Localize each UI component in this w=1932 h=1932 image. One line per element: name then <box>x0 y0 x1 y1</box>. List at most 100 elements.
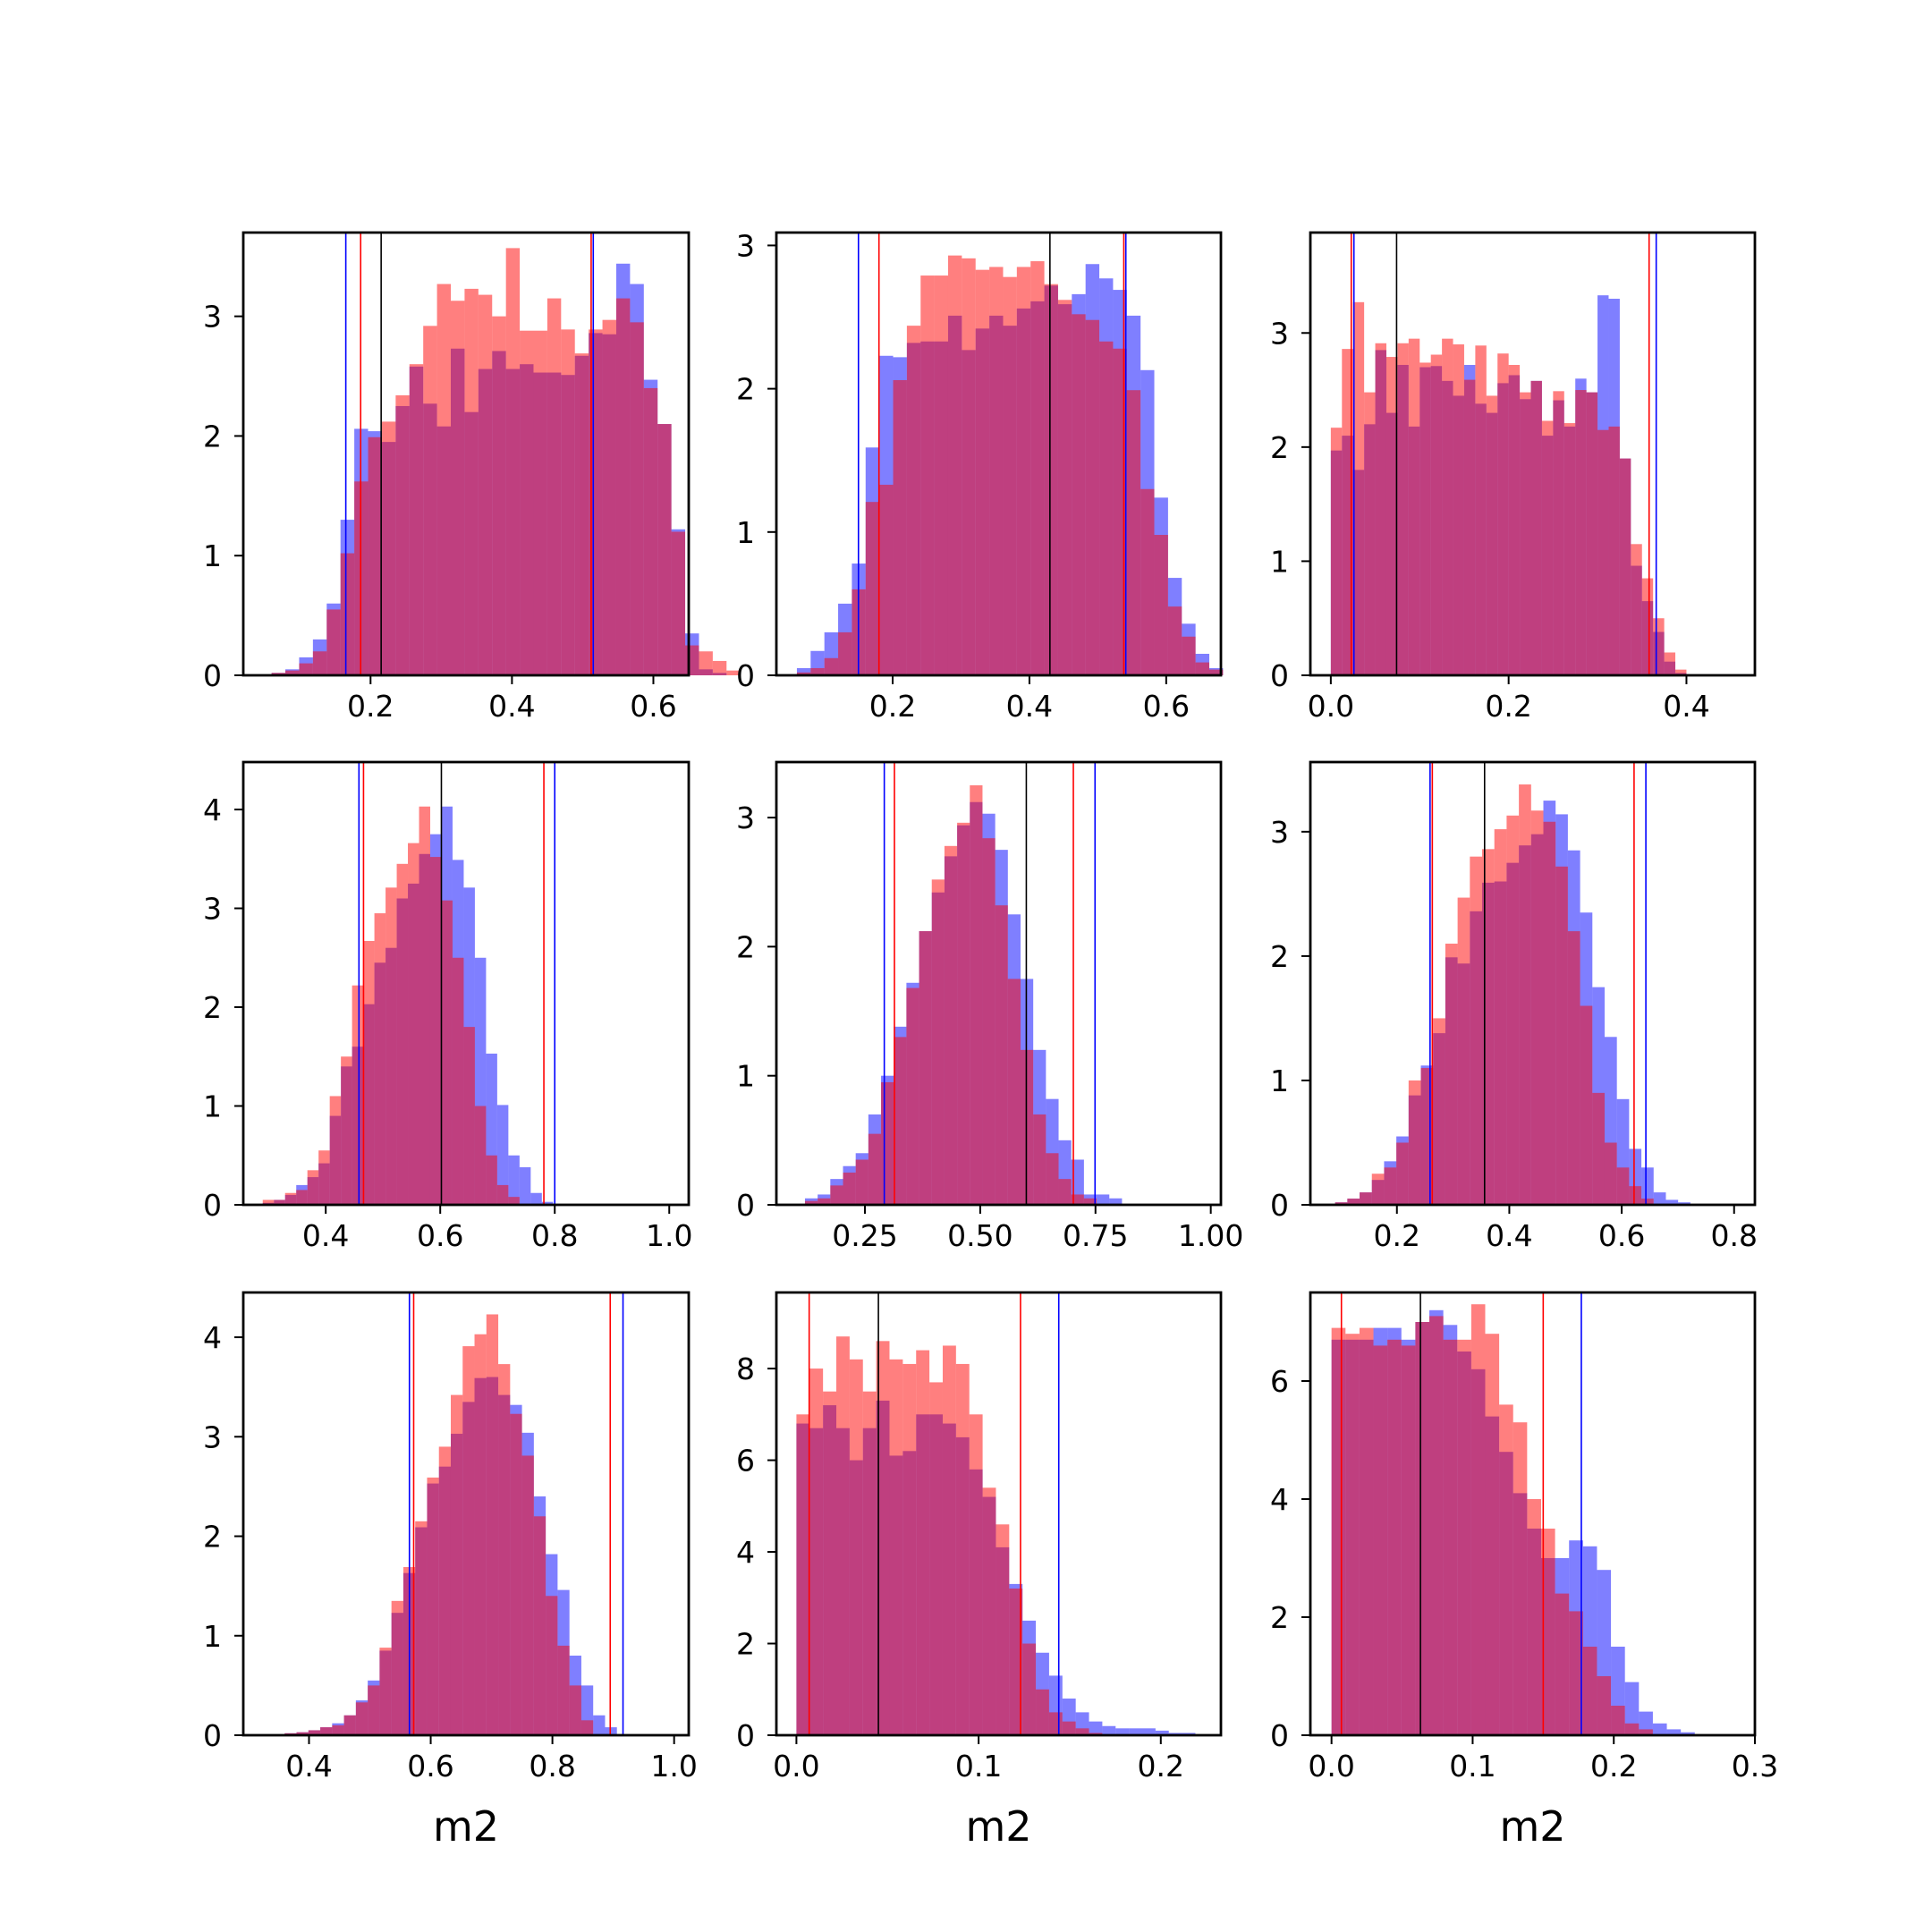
red-bar <box>931 879 945 1205</box>
x-tick-label: 0.4 <box>285 1749 332 1784</box>
red-bar <box>1209 669 1224 675</box>
x-tick-label: 1.0 <box>646 1218 692 1253</box>
axes-frame <box>775 1291 1223 1737</box>
red-bar <box>533 1516 547 1735</box>
red-bar <box>589 329 603 675</box>
red-bar <box>1555 1593 1570 1735</box>
x-tick-label: 0.6 <box>1143 689 1190 724</box>
red-bar <box>902 1363 917 1735</box>
x-tick-label: 0.6 <box>630 689 676 724</box>
series-red-bars <box>796 255 1224 675</box>
x-tick-label: 0.3 <box>1732 1749 1778 1784</box>
red-bar <box>1033 1114 1046 1205</box>
red-bar <box>1453 344 1464 675</box>
red-bar <box>1036 1689 1049 1735</box>
red-bar <box>332 1724 344 1735</box>
x-tick-label: 0.6 <box>1598 1218 1645 1253</box>
red-bar <box>1641 578 1654 675</box>
x-axis-label: m2 <box>433 1802 499 1851</box>
x-tick-label: 0.75 <box>1063 1218 1128 1253</box>
red-bar <box>343 1715 356 1735</box>
axes-frame <box>775 231 1223 677</box>
x-tick-label: 1.00 <box>1178 1218 1243 1253</box>
blue-bar <box>1653 1192 1666 1205</box>
red-bar <box>438 1446 451 1735</box>
red-bar <box>320 1727 333 1735</box>
y-tick-label: 6 <box>736 1444 755 1479</box>
red-bar <box>391 1600 403 1735</box>
axes-frame <box>1309 760 1757 1207</box>
red-bar <box>865 502 880 675</box>
red-bar <box>1030 261 1045 675</box>
red-bar <box>561 329 575 675</box>
red-bar <box>505 248 521 675</box>
red-bar <box>1520 392 1531 675</box>
red-bar <box>1586 392 1598 675</box>
red-bar <box>363 940 375 1205</box>
red-bar <box>326 609 341 675</box>
red-bar <box>1664 652 1676 675</box>
y-tick-label: 2 <box>736 372 755 407</box>
red-bar <box>868 1133 882 1205</box>
red-bar <box>804 1200 818 1205</box>
red-bar <box>419 806 430 1205</box>
red-bar <box>876 1341 890 1735</box>
y-tick-label: 2 <box>203 990 222 1025</box>
blue-bar <box>605 1727 617 1735</box>
red-bar <box>1433 1018 1445 1205</box>
red-bar <box>580 1720 594 1735</box>
blue-bar <box>593 1715 606 1735</box>
red-bar <box>1567 931 1580 1205</box>
subplot-1: 0.2 0.4 0.6 0 1 2 3 <box>203 231 741 724</box>
red-bar <box>996 1524 1010 1735</box>
y-tick-label: 4 <box>203 1320 222 1355</box>
red-bar <box>1072 314 1086 675</box>
red-bar <box>492 316 506 675</box>
axes-frame <box>242 231 691 677</box>
red-bar <box>352 985 364 1205</box>
red-bar <box>1364 392 1376 675</box>
red-bar <box>1075 1728 1089 1735</box>
y-tick-label: 2 <box>736 929 755 964</box>
red-bar <box>1619 458 1631 675</box>
red-bar <box>299 663 313 675</box>
red-bar <box>962 258 976 675</box>
red-bar <box>557 1645 570 1735</box>
y-tick-label: 2 <box>1270 939 1289 974</box>
red-bar <box>1519 784 1531 1205</box>
red-bar <box>1384 1167 1397 1205</box>
red-bar <box>1016 267 1031 675</box>
red-bar <box>307 1170 319 1205</box>
red-bar <box>1530 810 1544 1205</box>
red-bar <box>496 1184 509 1205</box>
red-bar <box>415 1521 428 1735</box>
red-bar <box>1443 1339 1458 1735</box>
red-bar <box>615 298 631 675</box>
red-bar <box>1592 1092 1605 1205</box>
subplot-8: 0.0 0.1 0.2 0 2 4 6 8 m2 <box>736 1291 1223 1851</box>
subplot-7: 0.4 0.6 0.8 1.0 0 1 2 3 4 m2 <box>203 1291 698 1851</box>
series-red-bars <box>796 1336 1103 1735</box>
red-bar <box>893 380 907 675</box>
x-tick-label: 1.0 <box>650 1749 697 1784</box>
red-bar <box>942 1345 956 1735</box>
red-bar <box>1401 1345 1416 1735</box>
red-bar <box>486 1155 497 1205</box>
red-bar <box>386 887 397 1205</box>
red-bar <box>340 553 355 675</box>
subplot-6: 0.2 0.4 0.6 0.8 0 1 2 3 <box>1270 760 1758 1253</box>
red-bar <box>1530 380 1542 675</box>
red-bar <box>726 670 741 675</box>
red-bar <box>1485 1334 1500 1735</box>
red-bar <box>1513 1422 1528 1735</box>
red-bar <box>441 900 453 1205</box>
y-tick-label: 1 <box>1270 1063 1289 1098</box>
red-bar <box>810 667 825 675</box>
red-bar <box>975 269 990 675</box>
red-bar <box>1154 535 1168 675</box>
red-bar <box>916 1350 930 1735</box>
red-bar <box>408 843 419 1205</box>
red-bar <box>1083 1198 1097 1205</box>
red-bar <box>995 905 1008 1205</box>
red-bar <box>498 1364 511 1735</box>
